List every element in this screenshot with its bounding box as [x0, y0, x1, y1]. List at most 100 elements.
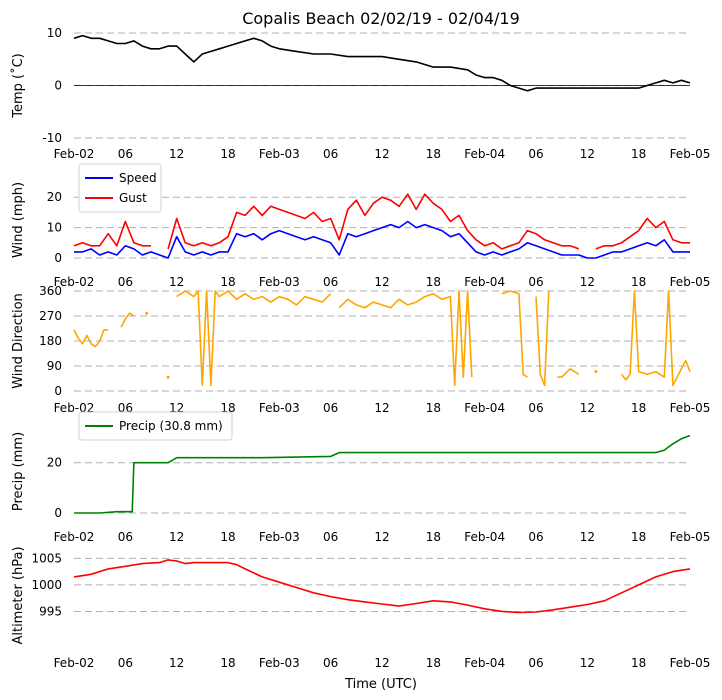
dir-series-line-direction [501, 290, 528, 378]
alt-x-tick-label: 06 [528, 656, 543, 670]
precip-x-tick-label: 12 [169, 530, 184, 544]
wind-y-tick-label: 10 [47, 221, 62, 235]
wind-legend-label: Speed [119, 171, 157, 185]
wind-series-line-speed [74, 220, 690, 259]
alt-y-tick-label: 1000 [31, 578, 62, 592]
wind-series-line-gust [595, 217, 690, 250]
precip-y-tick-label: 20 [47, 456, 62, 470]
alt-y-axis-label: Altimeter (hPa) [11, 546, 26, 644]
wind-x-tick-label: Feb-03 [259, 275, 300, 289]
wind-y-tick-label: 0 [54, 251, 62, 265]
temp-y-axis-label: Temp (˚C) [10, 53, 26, 119]
temp-x-tick-label: Feb-03 [259, 147, 300, 161]
alt-series-line-altimeter [73, 559, 691, 614]
dir-y-tick-label: 0 [54, 384, 62, 398]
wind-x-tick-label: 12 [169, 275, 184, 289]
dir-series-point [594, 370, 598, 374]
dir-series-line-direction [73, 329, 109, 348]
dir-x-tick-label: 18 [631, 401, 646, 415]
precip-y-axis-label: Precip (mm) [11, 432, 26, 511]
alt-x-tick-label: Feb-02 [54, 656, 95, 670]
dir-x-tick-label: 06 [323, 401, 338, 415]
precip-y-tick-label: 0 [54, 506, 62, 520]
dir-y-axis-label: Wind Direction [11, 293, 26, 389]
alt-y-tick-label: 1005 [31, 551, 62, 565]
wind-x-tick-label: 12 [374, 275, 389, 289]
dir-y-tick-label: 90 [47, 359, 62, 373]
dir-x-tick-label: 12 [374, 401, 389, 415]
precip-panel: 0 20 Feb-02 06 12 18 Feb-03 06 12 18 Feb-04 06 12 18 F… [11, 411, 711, 544]
dir-series-line-direction [176, 290, 332, 387]
precip-x-tick-label: 12 [374, 530, 389, 544]
temp-x-tick-label: Feb-04 [464, 147, 505, 161]
alt-x-tick-label: 18 [631, 656, 646, 670]
precip-x-tick-label: 06 [323, 530, 338, 544]
precip-x-tick-label: 12 [580, 530, 595, 544]
dir-series-point [166, 375, 170, 379]
dir-y-tick-label: 270 [39, 309, 62, 323]
wind-legend-box [78, 163, 162, 213]
dir-series-line-direction [338, 290, 473, 387]
alt-x-tick-label: 12 [374, 656, 389, 670]
alt-x-tick-label: 06 [323, 656, 338, 670]
temp-x-tick-label: 18 [220, 147, 235, 161]
wind-y-tick-label: 20 [47, 190, 62, 204]
precip-legend-box [78, 411, 233, 441]
wind-x-tick-label: 06 [528, 275, 543, 289]
temp-series-line-temp [73, 34, 691, 92]
wind-x-tick-label: 18 [426, 275, 441, 289]
dir-y-tick-label: 360 [39, 284, 62, 298]
wind-x-tick-label: Feb-02 [54, 275, 95, 289]
temp-x-tick-label: Feb-02 [54, 147, 95, 161]
dir-x-tick-label: Feb-05 [670, 401, 711, 415]
temp-x-tick-label: 12 [580, 147, 595, 161]
dir-x-tick-label: Feb-04 [464, 401, 505, 415]
temp-panel: -10 0 10 Feb-02 06 12 18 Feb-03 06 12 18 Feb-04 06 12… [10, 26, 710, 161]
alt-x-tick-label: 12 [169, 656, 184, 670]
precip-x-tick-label: Feb-04 [464, 530, 505, 544]
alt-x-tick-label: Feb-04 [464, 656, 505, 670]
temp-x-tick-label: Feb-05 [670, 147, 711, 161]
dir-series-line-direction [620, 290, 691, 387]
temp-y-tick-label: 0 [54, 79, 62, 93]
precip-x-tick-label: Feb-05 [670, 530, 711, 544]
wind-y-axis-label: Wind (mph) [11, 182, 26, 258]
precip-x-tick-label: 06 [118, 530, 133, 544]
temp-x-tick-label: 12 [169, 147, 184, 161]
chart-panels: -10 0 10 Feb-02 06 12 18 Feb-03 06 12 18 Feb-04 06 12… [10, 26, 710, 670]
dir-x-tick-label: 06 [528, 401, 543, 415]
precip-x-tick-label: 18 [631, 530, 646, 544]
precip-x-tick-label: Feb-03 [259, 530, 300, 544]
precip-x-tick-label: 18 [220, 530, 235, 544]
precip-x-tick-label: 18 [426, 530, 441, 544]
alt-x-tick-label: 18 [426, 656, 441, 670]
dir-x-tick-label: Feb-03 [259, 401, 300, 415]
wind-x-tick-label: 12 [580, 275, 595, 289]
temp-x-tick-label: 18 [631, 147, 646, 161]
dir-series-line-direction [535, 290, 550, 387]
wind-x-tick-label: 06 [323, 275, 338, 289]
dir-series-point [145, 311, 149, 315]
precip-series-line-precip-30-8-mm- [74, 434, 691, 514]
x-axis-label: Time (UTC) [344, 677, 417, 692]
chart-title: Copalis Beach 02/02/19 - 02/04/19 [242, 9, 520, 28]
wind-x-tick-label: 18 [631, 275, 646, 289]
precip-legend-label: Precip (30.8 mm) [119, 419, 223, 433]
wind-x-tick-label: Feb-04 [464, 275, 505, 289]
temp-x-tick-label: 18 [426, 147, 441, 161]
temp-x-tick-label: 06 [118, 147, 133, 161]
alt-y-tick-label: 995 [39, 604, 62, 618]
dir-series-line-direction [557, 368, 580, 378]
precip-x-tick-label: 06 [528, 530, 543, 544]
temp-x-tick-label: 12 [374, 147, 389, 161]
temp-y-tick-label: -10 [42, 131, 62, 145]
alt-x-tick-label: Feb-05 [670, 656, 711, 670]
alt-x-tick-label: Feb-03 [259, 656, 300, 670]
alt-x-tick-label: 12 [580, 656, 595, 670]
alt-x-tick-label: 06 [118, 656, 133, 670]
temp-y-tick-label: 10 [47, 26, 62, 40]
wind-x-tick-label: 18 [220, 275, 235, 289]
precip-x-tick-label: Feb-02 [54, 530, 95, 544]
